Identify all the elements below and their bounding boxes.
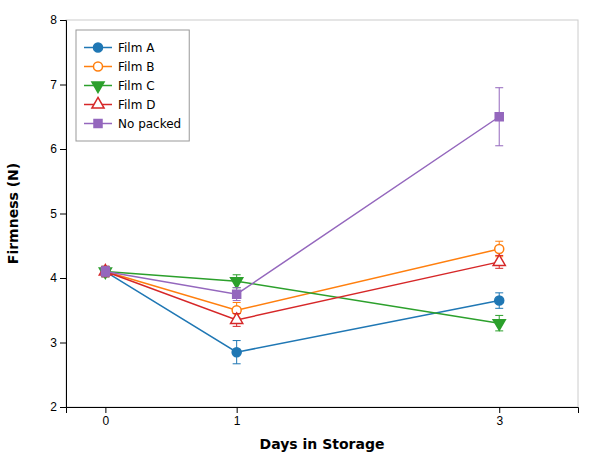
data-layer <box>99 88 505 364</box>
tick-mark <box>60 407 66 408</box>
legend-marker <box>93 43 102 52</box>
marker <box>101 268 109 276</box>
series <box>99 266 505 331</box>
tick-label: 6 <box>50 142 57 156</box>
marker <box>495 296 504 305</box>
legend-frame <box>76 30 189 141</box>
legend-marker <box>94 120 102 128</box>
marker <box>495 113 503 121</box>
legend-item: Film C <box>84 79 155 93</box>
tick-mark <box>237 407 238 413</box>
marker <box>231 313 243 324</box>
tick-mark <box>60 278 66 279</box>
series-line <box>105 249 499 310</box>
marker <box>493 320 505 331</box>
tick-mark <box>60 343 66 344</box>
tick: 7 <box>50 78 66 92</box>
plot-frame <box>66 20 578 407</box>
tick: 8 <box>50 13 66 27</box>
legend-label: Film A <box>118 41 155 55</box>
error-bar <box>101 266 109 276</box>
tick: 3 <box>496 407 503 428</box>
series-line <box>105 262 499 320</box>
x-axis-title: Days in Storage <box>260 436 385 452</box>
error-bar <box>101 266 109 276</box>
tick-mark <box>60 214 66 215</box>
legend-item: Film B <box>84 60 154 74</box>
tick-mark <box>60 85 66 86</box>
legend-label: Film C <box>118 79 155 93</box>
legend-marker <box>93 62 102 71</box>
legend-label: Film B <box>118 60 154 74</box>
marker <box>101 267 110 276</box>
series <box>99 255 505 327</box>
tick-label: 3 <box>496 414 503 428</box>
legend-item: Film A <box>84 41 155 55</box>
plot: 0 1 3 2 3 4 5 6 7 8 Film A Film B Film C Film D No pac… <box>50 13 578 427</box>
error-bar <box>233 341 241 364</box>
tick-label: 2 <box>50 400 57 414</box>
error-bar <box>495 293 503 308</box>
tick: 5 <box>50 207 66 221</box>
tick-mark <box>60 20 66 21</box>
axis-line <box>60 21 67 408</box>
legend-label: Film D <box>118 98 155 112</box>
axis-line <box>67 408 579 414</box>
series <box>101 88 503 301</box>
tick-label: 3 <box>50 336 57 350</box>
legend-label: No packed <box>118 117 181 131</box>
marker <box>101 267 110 276</box>
series-line <box>105 272 499 324</box>
tick: 1 <box>234 407 241 428</box>
series <box>101 241 504 318</box>
y-axis-title: Firmness (N) <box>5 163 21 264</box>
tick-mark <box>499 407 500 413</box>
tick-label: 0 <box>103 414 110 428</box>
chart: 0 1 3 2 3 4 5 6 7 8 Film A Film B Film C Film D No pac… <box>0 0 602 463</box>
tick-label: 5 <box>50 207 57 221</box>
series-line <box>105 272 499 353</box>
marker <box>232 348 241 357</box>
legend-item: No packed <box>84 117 181 131</box>
tick-label: 1 <box>234 414 241 428</box>
tick: 0 <box>103 407 110 428</box>
error-bar <box>101 266 109 276</box>
error-bar <box>233 288 241 301</box>
series-line <box>105 117 499 294</box>
tick: 2 <box>50 400 66 414</box>
marker <box>231 278 243 289</box>
error-bar <box>495 88 503 146</box>
tick-mark <box>60 149 66 150</box>
marker <box>495 244 504 253</box>
x-axis: 0 1 3 <box>67 407 579 428</box>
y-axis: 2 3 4 5 6 7 8 <box>50 13 66 414</box>
legend: Film A Film B Film C Film D No packed <box>76 30 189 141</box>
tick: 6 <box>50 142 66 156</box>
legend-item: Film D <box>84 97 155 111</box>
marker <box>493 255 505 266</box>
error-bar <box>101 266 109 276</box>
tick-mark <box>105 407 106 413</box>
tick-label: 7 <box>50 78 57 92</box>
tick: 3 <box>50 336 66 350</box>
error-bar <box>101 266 109 276</box>
tick-label: 8 <box>50 13 57 27</box>
tick: 4 <box>50 271 66 285</box>
legend-marker <box>92 97 104 108</box>
legend-marker <box>92 82 104 93</box>
tick-label: 4 <box>50 271 57 285</box>
marker <box>233 290 241 298</box>
